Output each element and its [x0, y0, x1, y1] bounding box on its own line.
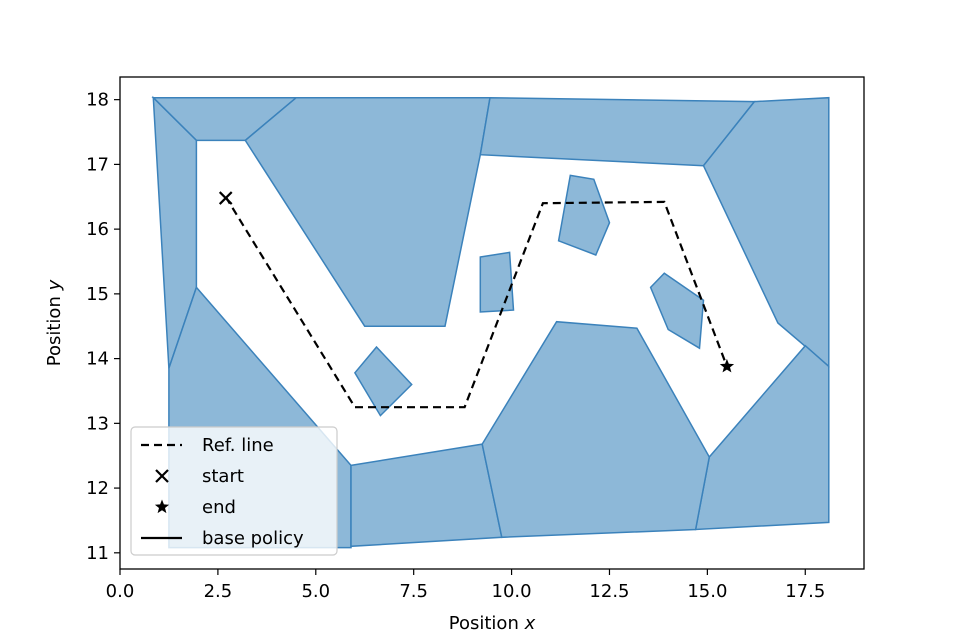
x-axis-label-base: Position	[449, 613, 525, 634]
x-tick-label: 0.0	[106, 581, 135, 602]
y-tick-label: 16	[86, 219, 109, 240]
x-axis-label-var: x	[524, 613, 536, 634]
x-tick-label: 12.5	[589, 581, 629, 602]
obstacle-8	[350, 443, 503, 548]
y-axis-label-base: Position	[44, 290, 65, 366]
legend-item-start: start	[155, 466, 244, 487]
legend: Ref. line start end base policy	[130, 426, 338, 556]
y-tick-label: 12	[86, 478, 109, 499]
y-tick-label: 18	[86, 90, 109, 111]
markers	[218, 191, 735, 373]
legend-label: start	[202, 466, 244, 487]
x-tick-label: 10.0	[492, 581, 532, 602]
y-axis-label-var: y	[44, 279, 65, 291]
legend-item-end: end	[154, 497, 236, 518]
legend-label: end	[202, 497, 236, 518]
y-tick-label: 14	[86, 349, 109, 370]
x-tick-label: 17.5	[785, 581, 825, 602]
end-marker	[719, 358, 735, 373]
obstacle-11	[479, 251, 515, 313]
y-axis: 11 12 13 14 15 16 17 18	[86, 90, 120, 564]
legend-star-marker	[154, 499, 170, 514]
y-tick-label: 11	[86, 543, 109, 564]
obstacle-13	[649, 272, 705, 350]
legend-x-marker	[155, 469, 169, 483]
legend-x-marker-stroke-b	[155, 469, 169, 483]
obstacle-6	[702, 96, 830, 369]
y-axis-label: Position y	[44, 279, 65, 366]
legend-item-ref-line: Ref. line	[141, 435, 274, 456]
y-tick-label: 13	[86, 413, 109, 434]
y-tick-label: 15	[86, 284, 109, 305]
legend-label: base policy	[202, 528, 304, 549]
obstacle-4	[244, 96, 491, 327]
obstacle-9	[481, 320, 711, 539]
plot-frame	[119, 76, 865, 570]
x-tick-label: 2.5	[204, 581, 233, 602]
y-tick-label: 17	[86, 154, 109, 175]
legend-label: Ref. line	[202, 435, 274, 456]
legend-box	[130, 426, 338, 556]
x-tick-label: 7.5	[399, 581, 428, 602]
obstacle-7	[694, 344, 830, 531]
x-axis-label: Position x	[449, 613, 536, 634]
start-marker	[218, 191, 233, 205]
obstacle-12	[557, 174, 611, 256]
legend-item-base-policy: base policy	[141, 528, 304, 549]
obstacle-10	[353, 345, 413, 417]
x-tick-label: 15.0	[687, 581, 727, 602]
x-tick-label: 5.0	[301, 581, 330, 602]
start-marker-stroke-b	[218, 191, 233, 205]
x-axis: 0.0 2.5 5.0 7.5 10.0 12.5 15.0 17.5	[106, 569, 825, 602]
